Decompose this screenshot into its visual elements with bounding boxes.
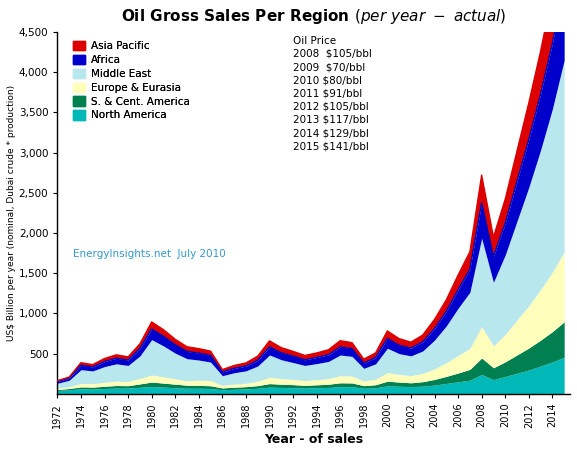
X-axis label: Year - of sales: Year - of sales <box>264 433 364 446</box>
Text: EnergyInsights.net  July 2010: EnergyInsights.net July 2010 <box>73 249 226 259</box>
Y-axis label: US$ Billion per year (nominal, Dubai crude * production): US$ Billion per year (nominal, Dubai cru… <box>7 85 16 341</box>
Title: Oil Gross Sales Per Region $\it{(per\ year\ -\ actual)}$: Oil Gross Sales Per Region $\it{(per\ ye… <box>121 7 507 26</box>
Text: Oil Price
2008  $105/bbl
2009  $70/bbl
2010 $80/bbl
2011 $91/bbl
2012 $105/bbl
2: Oil Price 2008 $105/bbl 2009 $70/bbl 201… <box>293 36 372 151</box>
Legend: Asia Pacific, Africa, Middle East, Europe & Eurasia, S. & Cent. America, North A: Asia Pacific, Africa, Middle East, Europ… <box>73 41 189 120</box>
